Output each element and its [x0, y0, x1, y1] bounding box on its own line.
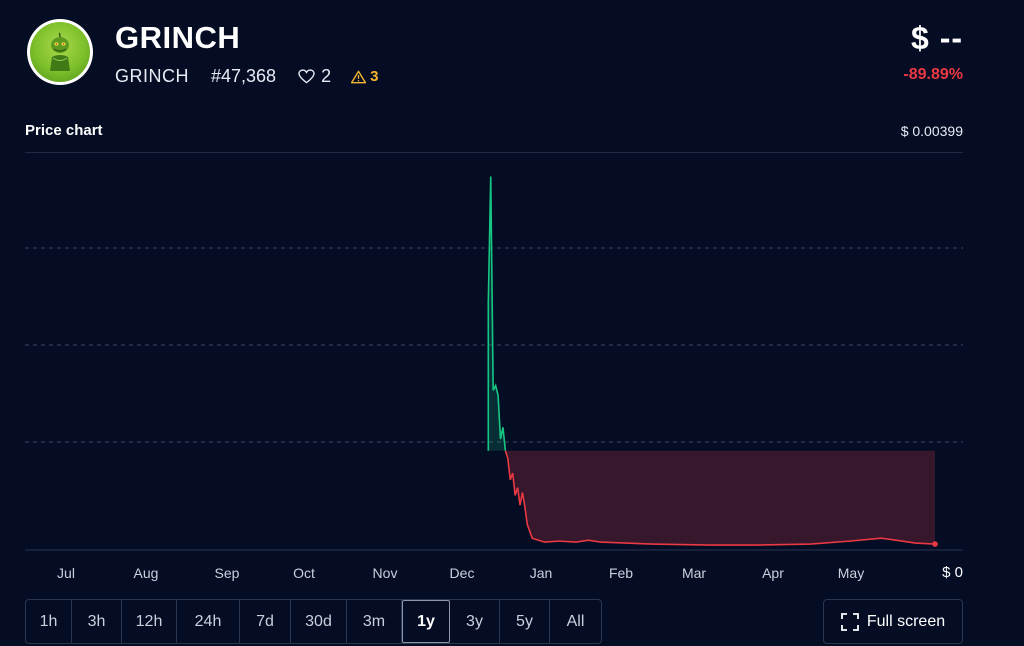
x-tick-label: Oct — [293, 565, 315, 581]
coin-logo — [27, 19, 93, 85]
x-tick-label: May — [838, 565, 864, 581]
timeframe-1h-button[interactable]: 1h — [26, 600, 72, 643]
x-tick-label: Sep — [215, 565, 240, 581]
price-line-down — [504, 450, 936, 546]
x-tick-label: Dec — [450, 565, 475, 581]
timeframe-selector: 1h 3h 12h 24h 7d 30d 3m 1y 3y 5y All — [25, 599, 602, 644]
fullscreen-button[interactable]: Full screen — [823, 599, 963, 644]
coin-header: GRINCH GRINCH #47,368 2 3 $ -- -89.89% — [0, 0, 1024, 110]
coin-price: $ -- — [911, 20, 963, 56]
warning-count: 3 — [370, 68, 379, 85]
timeframe-7d-button[interactable]: 7d — [240, 600, 291, 643]
price-chart[interactable]: Jul Aug Sep Oct Nov Dec Jan Feb Mar Apr May $ 0 — [0, 153, 1024, 593]
y-min-label: $ 0 — [942, 564, 963, 581]
x-tick-label: Jan — [530, 565, 553, 581]
x-tick-label: Feb — [609, 565, 633, 581]
timeframe-3y-button[interactable]: 3y — [450, 600, 500, 643]
timeframe-3m-button[interactable]: 3m — [347, 600, 402, 643]
favorite-count: 2 — [321, 66, 332, 86]
fullscreen-label: Full screen — [866, 612, 946, 630]
warning-badge[interactable]: 3 — [351, 68, 378, 85]
coin-meta: GRINCH #47,368 2 3 — [115, 66, 378, 87]
timeframe-all-button[interactable]: All — [566, 612, 585, 630]
price-change: -89.89% — [903, 66, 963, 83]
chart-max-value: $ 0.00399 — [900, 123, 963, 139]
timeframe-1y-button[interactable]: 1y — [402, 600, 450, 643]
timeframe-30d-button[interactable]: 30d — [291, 600, 347, 643]
x-tick-label: Apr — [762, 565, 784, 581]
chart-divider — [25, 152, 963, 153]
favorite-button[interactable]: 2 — [298, 66, 331, 87]
x-tick-label: Nov — [373, 565, 398, 581]
timeframe-5y-button[interactable]: 5y — [500, 600, 550, 643]
heart-icon — [298, 69, 315, 84]
coin-name: GRINCH — [115, 20, 241, 55]
x-tick-label: Aug — [134, 565, 159, 581]
area-below-baseline — [505, 450, 935, 546]
price-line-up — [487, 176, 507, 451]
fullscreen-icon — [840, 612, 859, 631]
warning-icon — [351, 70, 367, 83]
x-tick-label: Mar — [682, 565, 706, 581]
chart-label: Price chart — [25, 122, 103, 139]
timeframe-12h-button[interactable]: 12h — [122, 600, 177, 643]
coin-rank: #47,368 — [211, 66, 277, 86]
last-price-point — [932, 541, 938, 547]
timeframe-3h-button[interactable]: 3h — [72, 600, 122, 643]
coin-symbol: GRINCH — [115, 66, 189, 86]
grinch-logo-icon — [50, 32, 70, 71]
timeframe-24h-button[interactable]: 24h — [177, 600, 240, 643]
x-tick-label: Jul — [57, 565, 75, 581]
